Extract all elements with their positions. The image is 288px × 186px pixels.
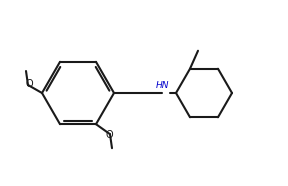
Text: O: O bbox=[105, 130, 113, 140]
Text: O: O bbox=[25, 79, 33, 89]
Text: HN: HN bbox=[156, 81, 170, 90]
